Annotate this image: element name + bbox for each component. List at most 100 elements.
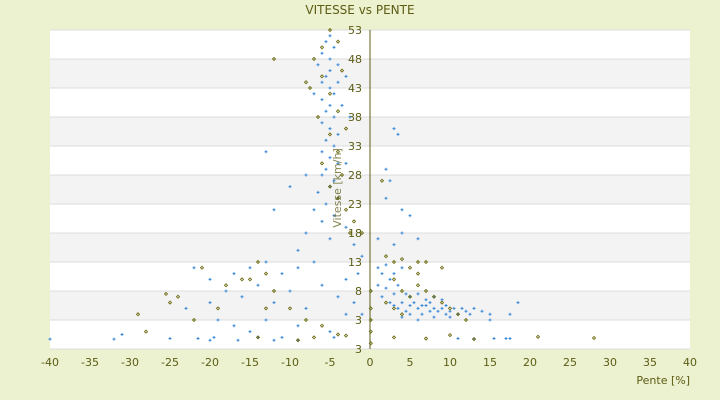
data-point-plus	[320, 150, 324, 154]
data-point-plus	[472, 306, 476, 310]
data-point-plus	[280, 272, 284, 276]
data-point-plus	[256, 283, 260, 287]
data-point-diamond	[423, 288, 429, 294]
data-point-plus	[420, 312, 424, 316]
data-point-plus	[120, 333, 124, 336]
data-point-plus	[440, 306, 444, 310]
data-point-diamond	[407, 265, 413, 270]
x-tick-label: 40	[683, 356, 697, 369]
data-point-diamond	[463, 317, 469, 323]
y-tick-label: 3	[355, 343, 362, 356]
data-point-plus	[272, 338, 276, 342]
data-point-plus	[416, 237, 420, 241]
data-point-diamond	[327, 27, 333, 33]
data-point-diamond	[295, 338, 301, 343]
x-tick-label: 20	[523, 356, 537, 369]
data-point-plus	[328, 103, 332, 107]
data-point-diamond	[215, 306, 221, 311]
data-point-diamond	[431, 294, 437, 299]
data-point-plus	[212, 335, 216, 339]
data-point-plus	[316, 190, 320, 194]
data-point-diamond	[303, 317, 309, 323]
data-point-plus	[336, 80, 340, 84]
data-point-plus	[328, 86, 332, 90]
data-point-plus	[236, 338, 240, 342]
y-tick-label: 48	[348, 53, 362, 66]
data-point-plus	[280, 335, 284, 339]
data-point-plus	[232, 272, 236, 276]
data-point-plus	[168, 337, 172, 341]
chart-title: VITESSE vs PENTE	[305, 3, 414, 17]
data-point-diamond	[391, 259, 397, 265]
data-point-diamond	[447, 332, 453, 338]
data-point-diamond	[263, 306, 269, 311]
data-point-plus	[320, 98, 324, 102]
data-point-diamond	[391, 277, 397, 282]
data-points	[48, 27, 597, 346]
data-point-plus	[432, 306, 436, 310]
data-point-diamond	[383, 300, 389, 305]
data-point-plus	[344, 312, 348, 316]
data-point-diamond	[399, 256, 405, 262]
data-point-plus	[316, 63, 320, 67]
data-point-diamond	[415, 259, 421, 265]
data-point-plus	[492, 337, 496, 341]
data-point-diamond	[399, 288, 405, 294]
data-point-diamond	[255, 335, 261, 340]
data-point-diamond	[339, 68, 345, 73]
x-tick-label: -15	[241, 356, 259, 369]
data-point-diamond	[455, 312, 461, 317]
data-point-plus	[460, 306, 464, 310]
data-point-diamond	[271, 288, 277, 294]
data-point-diamond	[311, 335, 317, 340]
data-point-plus	[376, 283, 380, 287]
data-point-plus	[388, 179, 392, 183]
data-point-plus	[208, 277, 212, 281]
data-point-diamond	[343, 207, 349, 212]
data-point-plus	[332, 144, 336, 148]
data-point-plus	[424, 304, 428, 307]
x-axis-label: Pente [%]	[636, 374, 690, 387]
data-point-plus	[352, 243, 356, 247]
data-point-plus	[360, 312, 364, 316]
data-point-diamond	[471, 337, 477, 342]
data-point-plus	[352, 301, 356, 305]
y-tick-label: 43	[348, 82, 362, 95]
data-point-plus	[360, 254, 364, 258]
data-point-plus	[508, 312, 512, 316]
x-tick-label: -5	[325, 356, 336, 369]
data-point-plus	[296, 266, 300, 270]
data-point-plus	[264, 260, 268, 264]
data-point-plus	[332, 115, 336, 119]
data-point-plus	[216, 318, 220, 322]
data-point-plus	[464, 309, 468, 313]
data-point-plus	[320, 80, 324, 84]
x-tick-label: -25	[161, 356, 179, 369]
data-point-plus	[248, 266, 252, 270]
data-point-plus	[332, 92, 336, 96]
data-point-plus	[344, 277, 348, 281]
data-point-diamond	[415, 271, 421, 276]
data-point-plus	[328, 69, 332, 73]
data-point-plus	[480, 309, 484, 313]
data-point-plus	[388, 277, 392, 281]
y-tick-label: 8	[355, 285, 362, 298]
data-point-diamond	[239, 277, 245, 282]
data-point-diamond	[439, 265, 445, 270]
data-point-plus	[384, 263, 388, 267]
data-point-plus	[400, 231, 404, 235]
data-point-plus	[508, 337, 512, 341]
data-point-diamond	[191, 317, 197, 323]
data-point-diamond	[379, 178, 385, 183]
data-point-plus	[396, 306, 400, 310]
data-point-diamond	[535, 334, 541, 339]
data-point-diamond	[335, 149, 341, 154]
data-point-diamond	[423, 259, 429, 265]
data-point-plus	[468, 312, 472, 316]
data-point-plus	[384, 286, 388, 290]
data-point-plus	[428, 309, 432, 313]
data-point-plus	[332, 45, 336, 49]
data-point-plus	[396, 283, 400, 287]
data-point-plus	[328, 34, 332, 38]
